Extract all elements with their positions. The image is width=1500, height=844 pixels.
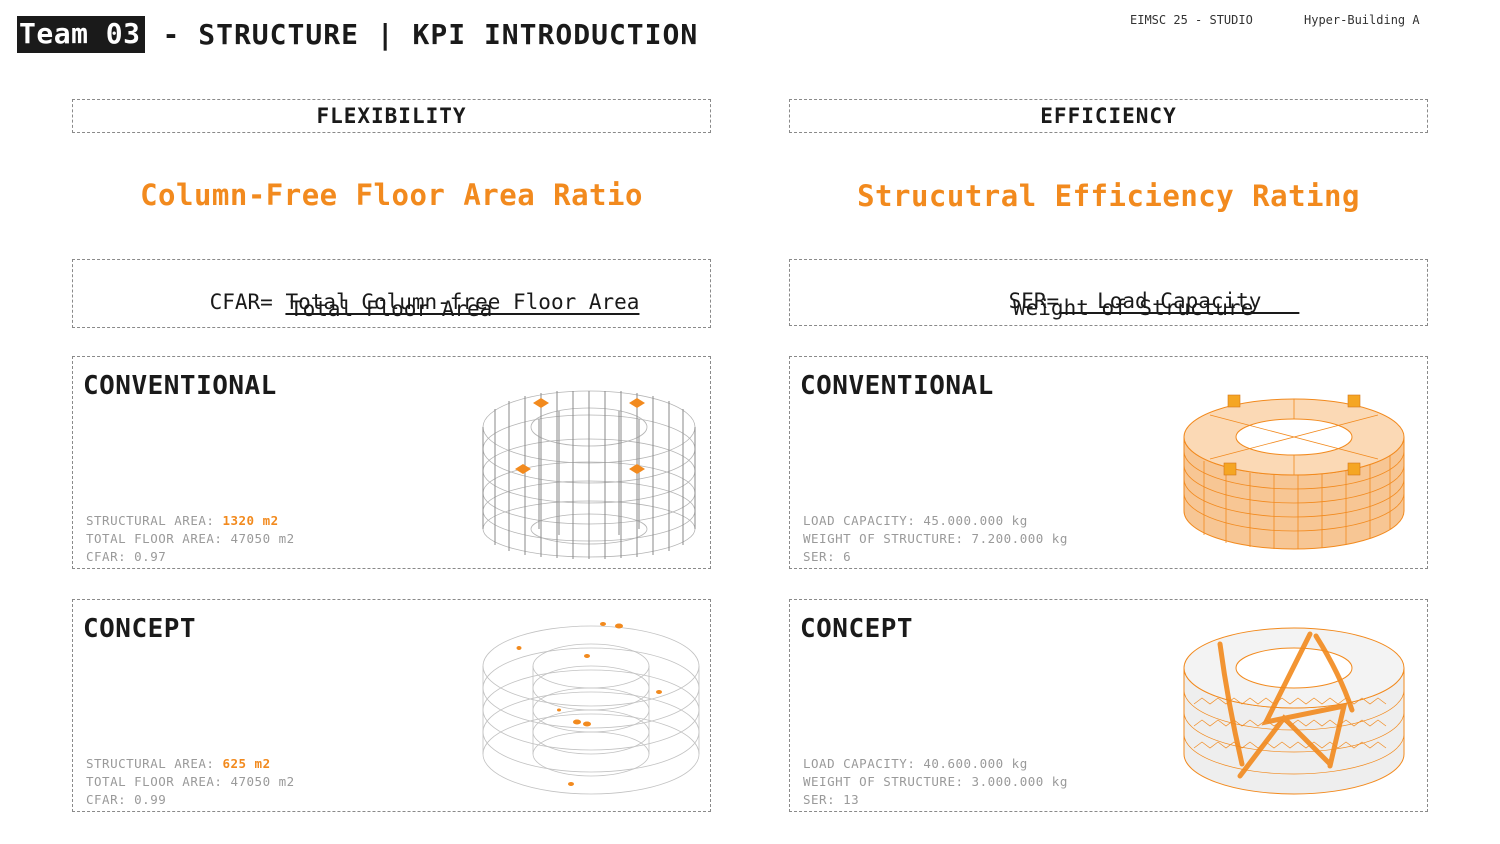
stats-cfar-conventional: STRUCTURAL AREA: 1320 m2 TOTAL FLOOR ARE… bbox=[86, 512, 295, 566]
slide-title: - STRUCTURE | KPI INTRODUCTION bbox=[162, 17, 699, 51]
card-label: CONVENTIONAL bbox=[83, 371, 277, 401]
studio-label: EIMSC 25 - STUDIO bbox=[1130, 13, 1253, 27]
section-efficiency: EFFICIENCY bbox=[789, 99, 1428, 133]
stat-line: WEIGHT OF STRUCTURE: 3.000.000 kg bbox=[803, 774, 1068, 789]
slide-header: Team 03 - STRUCTURE | KPI INTRODUCTION bbox=[17, 14, 698, 54]
card-label: CONCEPT bbox=[83, 614, 197, 644]
card-ser-conventional: CONVENTIONAL LOAD CAPACITY: 45.000.000 k… bbox=[789, 356, 1428, 569]
stat-label: STRUCTURAL AREA: bbox=[86, 756, 223, 771]
stats-ser-concept: LOAD CAPACITY: 40.600.000 kg WEIGHT OF S… bbox=[803, 755, 1068, 809]
concept-column-free-tower-illustration bbox=[482, 622, 700, 795]
formula-ser-numerator: Load Capacity bbox=[1059, 289, 1300, 313]
formula-cfar: CFAR= Total Column-free Floor Area Total… bbox=[72, 259, 711, 328]
kpi-title-ser: Strucutral Efficiency Rating bbox=[857, 179, 1360, 213]
section-efficiency-label: EFFICIENCY bbox=[1040, 104, 1177, 128]
formula-cfar-prefix: CFAR= bbox=[209, 290, 286, 314]
stat-line: SER: 13 bbox=[803, 792, 860, 807]
stat-line: CFAR: 0.97 bbox=[86, 549, 167, 564]
card-cfar-concept: CONCEPT STRUCTURAL A bbox=[72, 599, 711, 812]
section-flexibility-label: FLEXIBILITY bbox=[316, 104, 467, 128]
stat-line: LOAD CAPACITY: 45.000.000 kg bbox=[803, 513, 1028, 528]
conventional-column-tower-illustration bbox=[482, 390, 696, 559]
stat-value-highlight: 625 m2 bbox=[222, 756, 271, 771]
stat-line: SER: 6 bbox=[803, 549, 852, 564]
card-label: CONCEPT bbox=[800, 614, 914, 644]
formula-ser-prefix: SER= bbox=[1008, 289, 1060, 313]
project-label: Hyper-Building A bbox=[1304, 13, 1420, 27]
kpi-title-cfar: Column-Free Floor Area Ratio bbox=[140, 178, 643, 212]
stat-value-highlight: 1320 m2 bbox=[222, 513, 279, 528]
formula-cfar-numerator: Total Column-free Floor Area bbox=[285, 290, 640, 314]
formula-cfar-denominator: Total Floor Area bbox=[290, 297, 493, 321]
stat-line: TOTAL FLOOR AREA: 47050 m2 bbox=[86, 531, 295, 546]
stats-cfar-concept: STRUCTURAL AREA: 625 m2 TOTAL FLOOR AREA… bbox=[86, 755, 295, 809]
stat-label: STRUCTURAL AREA: bbox=[86, 513, 223, 528]
card-label: CONVENTIONAL bbox=[800, 371, 994, 401]
stat-line: WEIGHT OF STRUCTURE: 7.200.000 kg bbox=[803, 531, 1068, 546]
concept-hexagrid-tower-illustration bbox=[1183, 627, 1405, 795]
card-ser-concept: CONCEPT LOAD CAPACITY: 40.600.000 kg WEI… bbox=[789, 599, 1428, 812]
stat-line: CFAR: 0.99 bbox=[86, 792, 167, 807]
stats-ser-conventional: LOAD CAPACITY: 45.000.000 kg WEIGHT OF S… bbox=[803, 512, 1068, 566]
conventional-orange-frame-tower-illustration bbox=[1183, 394, 1405, 550]
stat-line: LOAD CAPACITY: 40.600.000 kg bbox=[803, 756, 1028, 771]
formula-ser-denominator: Weight of Structure bbox=[1013, 296, 1254, 320]
section-flexibility: FLEXIBILITY bbox=[72, 99, 711, 133]
team-badge: Team 03 bbox=[17, 15, 145, 53]
card-cfar-conventional: CONVENTIONAL bbox=[72, 356, 711, 569]
stat-line: TOTAL FLOOR AREA: 47050 m2 bbox=[86, 774, 295, 789]
formula-ser: SER= Load Capacity Weight of Structure bbox=[789, 259, 1428, 326]
